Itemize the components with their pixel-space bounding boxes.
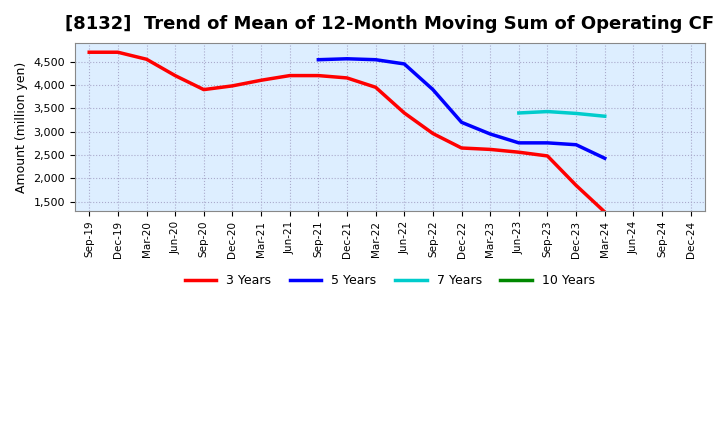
3 Years <box>515 150 523 155</box>
Title: [8132]  Trend of Mean of 12-Month Moving Sum of Operating CF: [8132] Trend of Mean of 12-Month Moving … <box>66 15 714 33</box>
5 Years <box>372 57 380 62</box>
3 Years <box>314 73 323 78</box>
3 Years <box>400 110 408 116</box>
Line: 7 Years: 7 Years <box>519 112 605 116</box>
7 Years <box>515 110 523 116</box>
3 Years <box>257 77 266 83</box>
3 Years <box>199 87 208 92</box>
5 Years <box>600 156 609 161</box>
3 Years <box>142 57 150 62</box>
5 Years <box>486 132 495 137</box>
3 Years <box>285 73 294 78</box>
Legend: 3 Years, 5 Years, 7 Years, 10 Years: 3 Years, 5 Years, 7 Years, 10 Years <box>180 269 600 292</box>
5 Years <box>543 140 552 146</box>
3 Years <box>543 153 552 158</box>
3 Years <box>600 209 609 215</box>
3 Years <box>343 75 351 81</box>
5 Years <box>314 57 323 62</box>
3 Years <box>572 183 580 188</box>
Y-axis label: Amount (million yen): Amount (million yen) <box>15 61 28 193</box>
3 Years <box>228 83 237 88</box>
7 Years <box>543 109 552 114</box>
3 Years <box>428 131 437 136</box>
7 Years <box>600 114 609 119</box>
5 Years <box>343 56 351 62</box>
5 Years <box>428 87 437 92</box>
3 Years <box>114 50 122 55</box>
5 Years <box>572 142 580 147</box>
5 Years <box>400 61 408 66</box>
3 Years <box>85 50 94 55</box>
5 Years <box>457 120 466 125</box>
5 Years <box>515 140 523 146</box>
7 Years <box>572 111 580 116</box>
3 Years <box>457 145 466 150</box>
3 Years <box>486 147 495 152</box>
3 Years <box>372 84 380 90</box>
Line: 3 Years: 3 Years <box>89 52 605 212</box>
Line: 5 Years: 5 Years <box>318 59 605 158</box>
3 Years <box>171 73 179 78</box>
